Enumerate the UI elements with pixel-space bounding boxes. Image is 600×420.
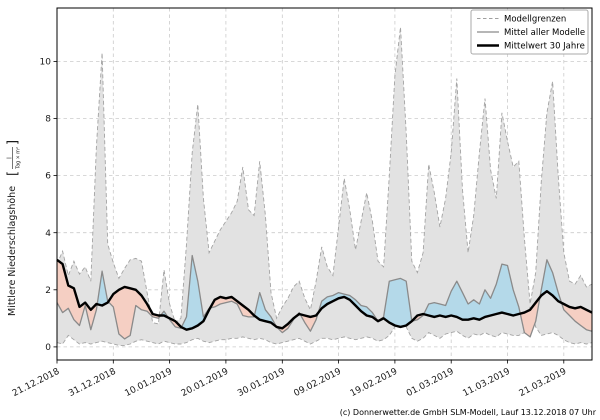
model-mean-line (56, 254, 593, 340)
model-range-upper-line (56, 27, 593, 325)
legend-box (470, 9, 589, 55)
y-axis-label-text: Mittlere Niederschlagshöhe (7, 186, 18, 316)
x-tick-label: 30.01.2019 (236, 367, 287, 399)
legend-label: Mittel aller Modelle (504, 28, 585, 38)
x-tick-label: 20.01.2019 (180, 367, 231, 399)
legend-entry: Mittel aller Modelle (477, 28, 585, 38)
legend-entry: Modellgrenzen (477, 15, 566, 25)
legend-label: Mittelwert 30 Jahre (504, 42, 585, 52)
x-tick-label: 21.12.2018 (11, 367, 62, 399)
y-tick-label: 2 (45, 286, 51, 296)
y-tick-label: 6 (45, 172, 51, 182)
y-tick-label: 10 (40, 58, 52, 68)
y-tick-label: 8 (45, 115, 51, 125)
x-tick-label: 21.03.2019 (518, 367, 569, 399)
legend-entry: Mittelwert 30 Jahre (477, 42, 585, 52)
plot-frame (56, 7, 593, 361)
unit-denominator: Tag × m² (15, 147, 21, 170)
copyright-caption: (c) Donnerwetter.de GmbH SLM-Modell, Lau… (339, 408, 596, 417)
x-tick-label: 01.03.2019 (405, 367, 456, 399)
y-axis-label: Mittlere Niederschlagshöhe [ l Tag × m²] (6, 140, 22, 316)
legend: Modellgrenzen Mittel aller Modelle Mittelw… (470, 9, 589, 55)
y-tick-label: 0 (45, 343, 51, 353)
model-range-lower-line (56, 306, 593, 346)
x-tick-label: 19.02.2019 (349, 367, 400, 399)
y-tick-label: 4 (45, 229, 51, 239)
unit-bracket-close: ] (6, 140, 21, 145)
x-tick-label: 09.02.2019 (293, 367, 344, 399)
unit-bracket-open: [ (6, 171, 21, 176)
climate-mean-line (56, 258, 593, 331)
unit-numerator: l (6, 157, 13, 159)
legend-label: Modellgrenzen (504, 15, 566, 25)
x-tick-label: 10.01.2019 (124, 367, 175, 399)
x-tick-label: 31.12.2018 (67, 367, 118, 399)
x-tick-label: 11.03.2019 (461, 367, 512, 399)
